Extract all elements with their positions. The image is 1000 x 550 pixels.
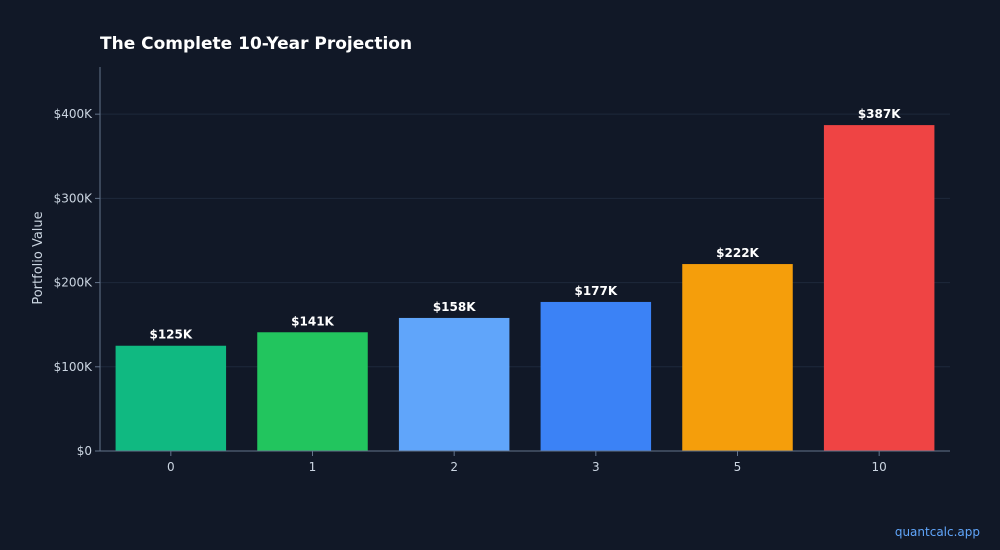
x-tick-label: 3 xyxy=(592,460,600,474)
bar-value-label: $125K xyxy=(149,328,192,342)
y-tick-label: $300K xyxy=(54,191,94,205)
y-tick-label: $400K xyxy=(54,107,94,121)
watermark[interactable]: quantcalc.app xyxy=(894,525,980,539)
data-labels: $125K $141K $158K $177K $222K $387K xyxy=(149,107,901,342)
axes xyxy=(99,67,950,452)
x-tick-label: 2 xyxy=(450,460,458,474)
y-tick-label: $0 xyxy=(77,444,92,458)
x-tick-label: 5 xyxy=(734,460,742,474)
chart-title: The Complete 10-Year Projection xyxy=(100,34,412,54)
bar xyxy=(257,332,368,451)
bar xyxy=(398,317,510,451)
y-tick-label: $100K xyxy=(54,360,94,374)
bar-value-label: $141K xyxy=(291,314,334,328)
bar xyxy=(540,301,652,451)
bar-value-label: $387K xyxy=(858,107,901,121)
bar-value-label: $177K xyxy=(574,284,617,298)
y-tick-label: $200K xyxy=(54,276,94,290)
grid-lines xyxy=(100,113,950,368)
y-axis-label: Portfolio Value xyxy=(31,211,46,304)
y-tick-labels: $0 $100K $200K $300K $400K xyxy=(54,107,100,458)
x-tick-labels: 0 1 2 3 5 10 xyxy=(167,451,887,474)
x-tick-label: 10 xyxy=(872,460,887,474)
x-tick-label: 1 xyxy=(309,460,317,474)
bar-value-label: $222K xyxy=(716,246,759,260)
bars xyxy=(115,125,935,452)
bar xyxy=(682,264,793,451)
bar xyxy=(115,345,227,451)
bar xyxy=(823,125,935,452)
bar-value-label: $158K xyxy=(433,300,476,314)
x-tick-label: 0 xyxy=(167,460,175,474)
